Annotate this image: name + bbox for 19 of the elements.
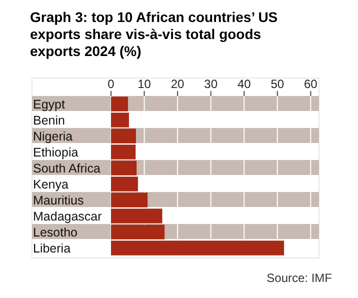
- x-tick-label: 0: [108, 77, 115, 91]
- y-tick-label: Liberia: [33, 242, 71, 256]
- y-tick-label: Benin: [33, 114, 66, 128]
- chart-title: Graph 3: top 10 African countries’ US exports share vis-à-vis total goods exports 2024 (%): [30, 9, 278, 59]
- y-tick-label: Madagascar: [33, 210, 102, 224]
- y-tick-label: Egypt: [33, 98, 66, 112]
- source-note: Source: IMF: [266, 271, 332, 285]
- y-tick-label: Mauritius: [33, 194, 84, 208]
- x-tick-label: 20: [170, 77, 185, 91]
- y-tick-label: Nigeria: [33, 130, 73, 144]
- x-tick-label: 50: [270, 77, 284, 91]
- y-tick-label: Ethiopia: [33, 146, 78, 160]
- y-tick-label: Kenya: [33, 178, 68, 192]
- x-tick-label: 10: [138, 77, 152, 91]
- x-tick-label: 30: [204, 77, 218, 91]
- x-tick-label: 40: [237, 77, 252, 91]
- x-tick-label: 60: [304, 77, 318, 91]
- y-tick-label: Lesotho: [33, 226, 78, 240]
- y-tick-label: South Africa: [33, 162, 100, 176]
